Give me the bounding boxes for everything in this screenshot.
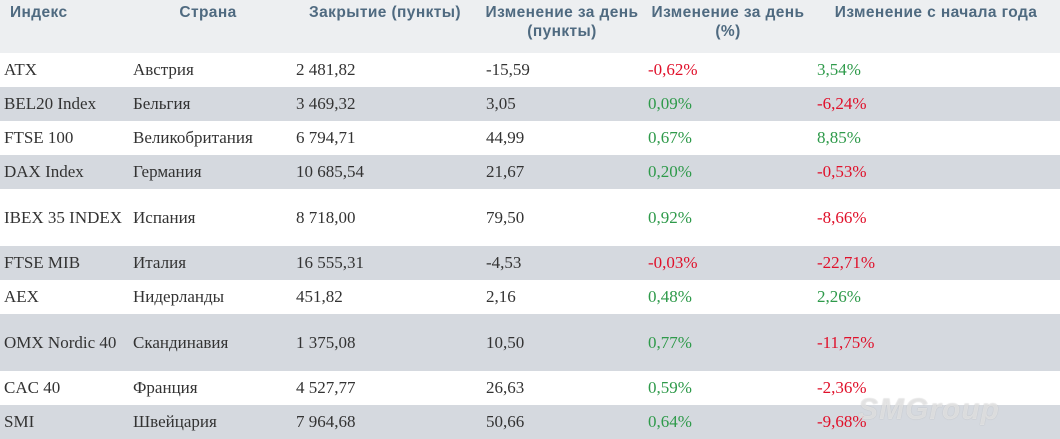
- ytd-change-cell: 2,26%: [817, 287, 861, 306]
- ytd-change-cell: -8,66%: [817, 207, 867, 227]
- table-row: DAX Index Германия 10 685,54 21,67 0,20% -0,5…: [0, 155, 1060, 189]
- index-cell: CAC 40: [4, 378, 61, 397]
- table-row: SMI Швейцария 7 964,68 50,66 0,64% -9,68%: [0, 405, 1060, 439]
- table-row: CAC 40 Франция 4 527,77 26,63 0,59% -2,36%: [0, 371, 1060, 405]
- country-cell: Германия: [126, 155, 290, 189]
- index-cell: IBEX 35 INDEX: [4, 207, 123, 227]
- ytd-change-cell: -9,68%: [812, 405, 1060, 439]
- change-points-cell: 10,50: [480, 314, 644, 371]
- ytd-change-cell: 8,85%: [817, 128, 861, 147]
- index-cell: BEL20 Index: [0, 87, 126, 121]
- header-row: Индекс Страна Закрытие (пункты) Изменени…: [0, 0, 1060, 53]
- index-cell: SMI: [0, 405, 126, 439]
- header-close[interactable]: Закрытие (пункты): [290, 0, 480, 53]
- index-cell: FTSE MIB: [0, 246, 126, 280]
- index-cell: FTSE 100: [4, 128, 74, 147]
- change-points-cell: -4,53: [480, 246, 644, 280]
- close-cell: 2 481,82: [296, 60, 356, 79]
- index-cell: ATX: [4, 60, 38, 79]
- change-percent-cell: -0,03%: [644, 246, 812, 280]
- close-cell: 6 794,71: [296, 128, 356, 147]
- header-index[interactable]: Индекс: [0, 0, 126, 53]
- change-points-cell: 50,66: [480, 405, 644, 439]
- change-points-cell: 79,50: [486, 207, 525, 227]
- ytd-change-cell: 3,54%: [817, 60, 861, 79]
- ytd-change-cell: -22,71%: [812, 246, 1060, 280]
- header-country[interactable]: Страна: [126, 0, 290, 53]
- change-percent-cell: 0,59%: [648, 378, 692, 397]
- table-row: BEL20 Index Бельгия 3 469,32 3,05 0,09% -6,24…: [0, 87, 1060, 121]
- change-points-cell: 21,67: [480, 155, 644, 189]
- table-body: ATX Австрия 2 481,82 -15,59 -0,62% 3,54% BEL20…: [0, 53, 1060, 439]
- change-points-cell: 3,05: [480, 87, 644, 121]
- table-row: AEX Нидерланды 451,82 2,16 0,48% 2,26%: [0, 280, 1060, 314]
- country-cell: Бельгия: [126, 87, 290, 121]
- change-percent-cell: 0,64%: [644, 405, 812, 439]
- change-percent-cell: 0,77%: [644, 314, 812, 371]
- index-cell: OMX Nordic 40: [0, 314, 126, 371]
- close-cell: 451,82: [296, 287, 343, 306]
- close-cell: 7 964,68: [290, 405, 480, 439]
- country-cell: Скандинавия: [126, 314, 290, 371]
- change-points-cell: 2,16: [486, 287, 516, 306]
- country-cell: Швейцария: [126, 405, 290, 439]
- ytd-change-cell: -6,24%: [812, 87, 1060, 121]
- table-row: ATX Австрия 2 481,82 -15,59 -0,62% 3,54%: [0, 53, 1060, 87]
- table-row: IBEX 35 INDEX Испания 8 718,00 79,50 0,92% -8…: [0, 189, 1060, 246]
- close-cell: 16 555,31: [290, 246, 480, 280]
- country-cell: Великобритания: [133, 128, 253, 147]
- change-percent-cell: -0,62%: [648, 60, 698, 79]
- table-header: Индекс Страна Закрытие (пункты) Изменени…: [0, 0, 1060, 53]
- change-percent-cell: 0,48%: [648, 287, 692, 306]
- change-percent-cell: 0,92%: [648, 207, 692, 227]
- close-cell: 8 718,00: [296, 207, 356, 227]
- ytd-change-cell: -0,53%: [812, 155, 1060, 189]
- header-change-percent[interactable]: Изменение за день (%): [644, 0, 812, 53]
- table-row: FTSE MIB Италия 16 555,31 -4,53 -0,03% -22,71…: [0, 246, 1060, 280]
- ytd-change-cell: -2,36%: [817, 378, 867, 397]
- change-percent-cell: 0,67%: [648, 128, 692, 147]
- country-cell: Франция: [133, 378, 198, 397]
- ytd-change-cell: -11,75%: [812, 314, 1060, 371]
- close-cell: 4 527,77: [296, 378, 356, 397]
- table-row: OMX Nordic 40 Скандинавия 1 375,08 10,50 0,7…: [0, 314, 1060, 371]
- index-cell: AEX: [4, 287, 39, 306]
- change-points-cell: 26,63: [486, 378, 525, 397]
- change-percent-cell: 0,20%: [644, 155, 812, 189]
- change-points-cell: 44,99: [486, 128, 525, 147]
- close-cell: 10 685,54: [290, 155, 480, 189]
- close-cell: 1 375,08: [290, 314, 480, 371]
- header-change-points[interactable]: Изменение за день (пункты): [480, 0, 644, 53]
- country-cell: Италия: [126, 246, 290, 280]
- country-cell: Нидерланды: [133, 287, 225, 306]
- index-cell: DAX Index: [0, 155, 126, 189]
- country-cell: Австрия: [133, 60, 194, 79]
- header-ytd-change[interactable]: Изменение с начала года: [812, 0, 1060, 53]
- change-percent-cell: 0,09%: [644, 87, 812, 121]
- table-row: FTSE 100 Великобритания 6 794,71 44,99 0,67%…: [0, 121, 1060, 155]
- close-cell: 3 469,32: [290, 87, 480, 121]
- country-cell: Испания: [133, 207, 196, 227]
- change-points-cell: -15,59: [486, 60, 530, 79]
